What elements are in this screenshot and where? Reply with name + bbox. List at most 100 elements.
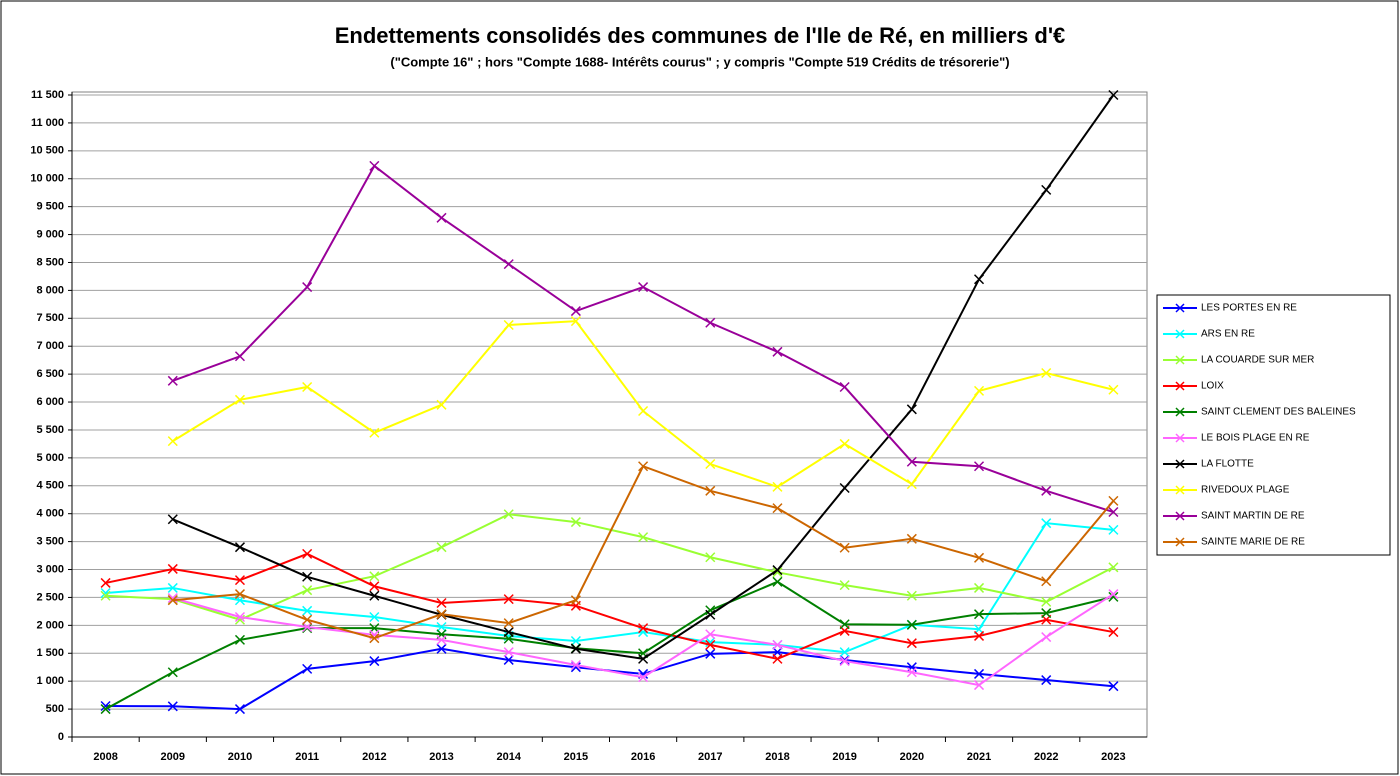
x-tick-label: 2013 [429, 751, 453, 763]
data-point [234, 542, 245, 553]
legend-label: SAINT CLEMENT DES BALEINES [1201, 407, 1356, 418]
data-point [369, 160, 380, 171]
data-point [570, 635, 581, 647]
legend-label: LE BOIS PLAGE EN RE [1201, 433, 1310, 444]
data-point [302, 621, 313, 633]
data-point [1108, 495, 1119, 506]
data-point [1041, 184, 1052, 195]
data-point [1108, 589, 1119, 600]
data-point [1108, 562, 1119, 573]
legend-label: LA COUARDE SUR MER [1201, 355, 1314, 366]
data-point [1108, 681, 1119, 692]
y-tick-label: 500 [46, 703, 64, 715]
legend-marker [1175, 407, 1185, 417]
data-point [436, 399, 447, 410]
series-line [105, 513, 1114, 621]
data-point [503, 647, 514, 658]
x-tick-label: 2014 [496, 751, 521, 763]
data-point [436, 643, 447, 654]
chart-title: Endettements consolidés des communes de … [335, 23, 1066, 48]
y-tick-label: 11 500 [31, 89, 64, 101]
data-point [705, 629, 716, 640]
y-tick-label: 5 500 [36, 424, 64, 436]
data-point [234, 589, 245, 600]
data-point [638, 405, 649, 417]
data-point [570, 306, 581, 317]
data-point [839, 482, 850, 494]
data-point [167, 436, 178, 447]
data-point [167, 701, 178, 712]
data-point [503, 618, 514, 629]
x-tick-label: 2020 [900, 751, 924, 763]
y-tick-label: 2 000 [36, 619, 64, 631]
data-point [772, 481, 783, 492]
data-point [167, 375, 178, 386]
data-point [705, 639, 716, 650]
y-tick-label: 8 500 [36, 256, 64, 268]
x-tick-label: 2022 [1034, 751, 1058, 763]
data-point [167, 594, 178, 605]
legend-label: LA FLOTTE [1201, 459, 1254, 470]
data-point [705, 458, 716, 470]
data-point [638, 532, 649, 543]
data-point [1041, 485, 1052, 496]
x-tick-label: 2023 [1101, 751, 1125, 763]
data-point [369, 611, 380, 623]
data-point [772, 503, 783, 514]
x-tick-label: 2017 [698, 751, 722, 763]
y-tick-label: 7 000 [36, 340, 64, 352]
data-point [974, 630, 985, 641]
data-point [839, 647, 850, 658]
data-point [302, 663, 313, 674]
legend-label: LES PORTES EN RE [1201, 303, 1297, 314]
legend-label: SAINT MARTIN DE RE [1201, 511, 1305, 522]
data-point [772, 653, 783, 664]
x-tick-label: 2018 [765, 751, 789, 763]
data-point [1108, 506, 1119, 518]
data-point [302, 571, 313, 582]
data-point [1108, 89, 1119, 101]
y-tick-label: 6 000 [36, 396, 64, 408]
data-point [1041, 518, 1052, 529]
chart-subtitle: ("Compte 16" ; hors "Compte 1688- Intérê… [390, 54, 1009, 69]
x-tick-label: 2019 [832, 751, 856, 763]
data-point [906, 667, 917, 678]
legend-label: RIVEDOUX PLAGE [1201, 485, 1290, 496]
data-point [234, 634, 245, 645]
data-point [302, 605, 313, 616]
series-line [105, 552, 1114, 660]
data-point [234, 704, 245, 715]
data-point [167, 667, 178, 678]
data-point [302, 282, 313, 293]
data-point [705, 552, 716, 563]
data-point [167, 563, 178, 574]
data-point [302, 614, 313, 625]
y-tick-label: 9 000 [36, 228, 64, 240]
data-point [436, 634, 447, 645]
data-point [1108, 591, 1119, 602]
data-point [436, 212, 447, 223]
data-point [167, 592, 178, 604]
x-tick-label: 2010 [228, 751, 252, 763]
data-point [772, 346, 783, 357]
data-point [638, 672, 649, 683]
data-point [839, 656, 850, 667]
data-point [974, 582, 985, 593]
data-point [705, 485, 716, 496]
data-point [1108, 524, 1119, 535]
data-point [772, 565, 783, 576]
data-point [302, 548, 313, 559]
data-point [503, 594, 514, 605]
data-point [234, 575, 245, 586]
data-point [436, 542, 447, 553]
y-tick-label: 0 [58, 731, 64, 743]
legend-marker [1175, 329, 1185, 339]
y-tick-label: 10 500 [30, 145, 64, 157]
x-tick-label: 2021 [967, 751, 991, 763]
y-tick-label: 7 500 [36, 312, 64, 324]
data-point [906, 479, 917, 490]
data-point [974, 461, 985, 472]
data-point [974, 385, 985, 396]
y-tick-label: 3 500 [36, 536, 64, 548]
